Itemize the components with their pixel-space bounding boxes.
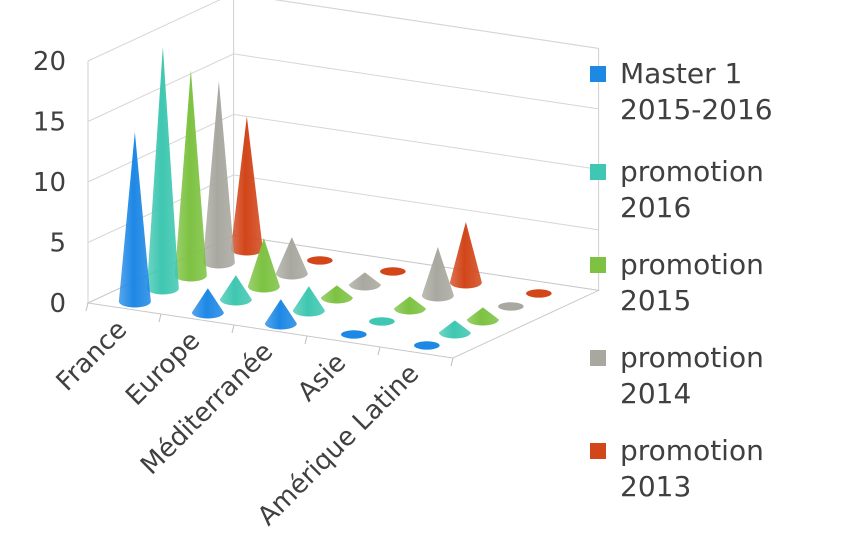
cone-1-1 (219, 275, 252, 306)
chart-cones (118, 46, 552, 350)
cone-body (174, 69, 207, 282)
cone-base (369, 317, 395, 326)
cone-0-2 (174, 69, 207, 282)
cone-body (320, 285, 353, 304)
x-tick (85, 302, 89, 312)
cone-body (191, 288, 224, 319)
x-tick (377, 346, 381, 356)
cone-4-1 (438, 320, 471, 339)
cone-4-2 (466, 307, 499, 326)
cone-0-3 (202, 80, 235, 269)
cone-base (341, 330, 367, 339)
chart-legend: Master 1 2015-2016 promotion 2016 promot… (590, 56, 840, 526)
cone-base (307, 256, 333, 265)
x-tick-label: Asie (292, 348, 352, 408)
cone-0-0 (118, 132, 151, 308)
cone-base (414, 341, 440, 350)
x-tick (450, 357, 454, 367)
gridline (87, 0, 599, 62)
cone-body (292, 286, 325, 317)
cone-body (247, 238, 280, 293)
cone-body (146, 46, 179, 295)
cone-base (498, 302, 524, 311)
cone-body (118, 132, 151, 308)
cone-3-4 (449, 221, 482, 289)
cone-4-3 (498, 302, 524, 311)
cone-body (421, 247, 454, 302)
cone-base (526, 289, 552, 298)
cone-2-1 (292, 286, 325, 317)
cone-4-0 (414, 341, 440, 350)
legend-swatch-icon (590, 443, 606, 459)
cone-body (449, 221, 482, 289)
cone-2-3 (348, 272, 381, 291)
legend-item-master-1: Master 1 2015-2016 (590, 56, 840, 154)
cone-4-4 (526, 289, 552, 298)
cone-1-2 (247, 238, 280, 293)
y-tick-label: 10 (33, 168, 66, 198)
x-tick (304, 335, 308, 345)
legend-swatch-icon (590, 350, 606, 366)
cone-body (393, 296, 426, 315)
cone-1-3 (275, 237, 308, 280)
legend-swatch-icon (590, 164, 606, 180)
cone-1-4 (307, 256, 333, 265)
cone-body (230, 116, 263, 256)
legend-item-promotion-2014: promotion 2014 (590, 340, 840, 433)
cone-2-2 (320, 285, 353, 304)
cone-2-0 (264, 299, 297, 330)
y-axis-ticks: 0 5 10 15 20 (33, 47, 66, 319)
cone-body (348, 272, 381, 291)
cone-body (202, 80, 235, 269)
cone-body (275, 237, 308, 280)
cone-body (264, 299, 297, 330)
cone-1-0 (191, 288, 224, 319)
cone-0-1 (146, 46, 179, 295)
legend-label: promotion 2016 (620, 155, 764, 224)
gridline (87, 53, 599, 122)
cone-base (380, 267, 406, 276)
x-tick-label: France (51, 315, 133, 397)
legend-item-promotion-2013: promotion 2013 (590, 433, 840, 526)
legend-label: Master 1 2015-2016 (620, 57, 773, 126)
legend-swatch-icon (590, 257, 606, 273)
y-tick-label: 15 (33, 108, 66, 138)
y-tick-label: 20 (33, 47, 66, 77)
cone-2-4 (380, 267, 406, 276)
cone-body (466, 307, 499, 326)
cone-3-1 (369, 317, 395, 326)
legend-swatch-icon (590, 66, 606, 82)
x-tick (231, 324, 235, 334)
legend-item-promotion-2016: promotion 2016 (590, 154, 840, 247)
x-tick-label: Amérique Latine (252, 359, 425, 532)
legend-label: promotion 2015 (620, 248, 764, 317)
legend-label: promotion 2014 (620, 341, 764, 410)
y-tick-label: 0 (49, 289, 66, 319)
cone-3-3 (421, 247, 454, 302)
legend-label: promotion 2013 (620, 434, 764, 503)
cone-0-4 (230, 116, 263, 256)
cone-3-0 (341, 330, 367, 339)
cone-3-2 (393, 296, 426, 315)
cone-body (219, 275, 252, 306)
legend-item-promotion-2015: promotion 2015 (590, 247, 840, 340)
y-tick-label: 5 (49, 229, 66, 259)
cone-body (438, 320, 471, 339)
x-tick (158, 313, 162, 323)
x-tick-label: Europe (120, 326, 206, 412)
